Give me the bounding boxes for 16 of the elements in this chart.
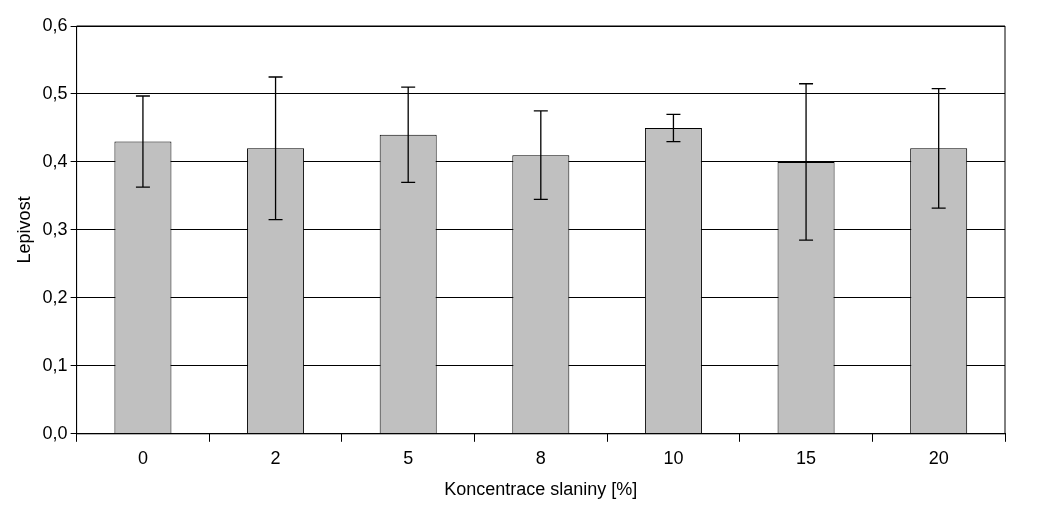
x-tick-label: 20 bbox=[928, 447, 949, 468]
y-tick-label: 0,6 bbox=[42, 14, 68, 35]
y-tick-label: 0,4 bbox=[42, 150, 68, 171]
y-axis-title: Lepivost bbox=[13, 196, 34, 264]
x-tick-label: 15 bbox=[796, 447, 817, 468]
y-tick-label: 0,5 bbox=[42, 82, 68, 103]
x-tick-label: 5 bbox=[403, 447, 414, 468]
x-tick-label: 8 bbox=[535, 447, 546, 468]
y-tick-label: 0,2 bbox=[42, 286, 68, 307]
x-tick-label: 10 bbox=[663, 447, 684, 468]
x-tick-label: 2 bbox=[270, 447, 281, 468]
y-tick-label: 0,1 bbox=[42, 354, 68, 375]
x-axis-title: Koncentrace slaniny [%] bbox=[444, 479, 638, 500]
y-tick-label: 0,3 bbox=[42, 218, 68, 239]
y-tick-label: 0,0 bbox=[42, 422, 68, 443]
x-tick-label: 0 bbox=[137, 447, 148, 468]
